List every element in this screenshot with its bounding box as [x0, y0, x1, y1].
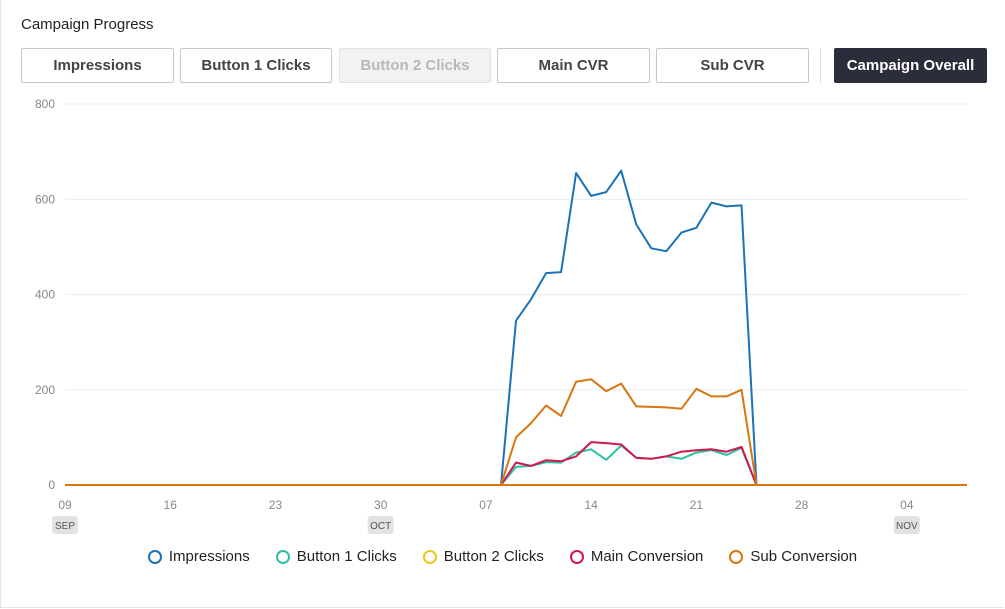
series-line-impressions: [65, 169, 967, 486]
campaign-overall-tab-button[interactable]: Campaign Overall: [834, 48, 987, 83]
legend-label: Main Conversion: [590, 548, 704, 565]
x-tick-label: 23: [269, 498, 283, 512]
series-line-main-conversion: [65, 441, 967, 486]
x-tick-label: 21: [690, 498, 704, 512]
sub-cvr-tab-button[interactable]: Sub CVR: [656, 48, 809, 83]
series-line-button-1-clicks: [65, 444, 967, 486]
x-tick-label: 28: [795, 498, 809, 512]
series-line-sub-conversion: [65, 378, 967, 486]
month-label: OCT: [370, 521, 391, 532]
legend-item[interactable]: Button 1 Clicks: [275, 548, 397, 565]
button-divider: [820, 48, 821, 83]
page-title: Campaign Progress: [21, 16, 154, 33]
month-badge: [52, 516, 78, 534]
month-badge: [367, 516, 394, 534]
x-tick-label: 04: [900, 498, 914, 512]
legend-label: Impressions: [168, 548, 250, 565]
x-tick-label: 09: [58, 498, 72, 512]
x-tick-label: 30: [374, 498, 388, 512]
legend-marker-icon: [422, 549, 437, 564]
button-2-clicks-tab-button: Button 2 Clicks: [339, 48, 491, 83]
legend-item[interactable]: Button 2 Clicks: [422, 548, 544, 565]
x-tick-label: 14: [584, 498, 598, 512]
x-tick-label: 16: [164, 498, 178, 512]
main-cvr-tab-button[interactable]: Main CVR: [497, 48, 650, 83]
chart-legend: Impressions Button 1 Clicks Button 2 Click…: [0, 548, 1005, 565]
legend-label: Button 2 Clicks: [443, 548, 544, 565]
y-tick-label: 800: [35, 97, 55, 111]
x-tick-label: 07: [479, 498, 493, 512]
legend-marker-icon: [275, 549, 290, 564]
impressions-tab-button[interactable]: Impressions: [21, 48, 174, 83]
y-tick-label: 0: [48, 478, 55, 492]
y-tick-label: 600: [35, 192, 55, 206]
legend-item[interactable]: Sub Conversion: [729, 548, 857, 565]
legend-item[interactable]: Main Conversion: [569, 548, 704, 565]
month-badge: [893, 516, 920, 534]
campaign-line-chart: 0 200 400 600 800 09 SEP 16 23 30 OCT 07 14 21 28 04 NOV: [35, 97, 967, 534]
y-tick-label: 200: [35, 383, 55, 397]
legend-label: Sub Conversion: [750, 548, 858, 565]
legend-item[interactable]: Impressions: [147, 548, 250, 565]
month-label: NOV: [896, 521, 918, 532]
month-label: SEP: [55, 521, 75, 532]
button-1-clicks-tab-button[interactable]: Button 1 Clicks: [180, 48, 332, 83]
legend-marker-icon: [147, 549, 162, 564]
legend-marker-icon: [569, 549, 584, 564]
y-tick-label: 400: [35, 288, 55, 302]
legend-label: Button 1 Clicks: [296, 548, 397, 565]
legend-marker-icon: [729, 549, 744, 564]
